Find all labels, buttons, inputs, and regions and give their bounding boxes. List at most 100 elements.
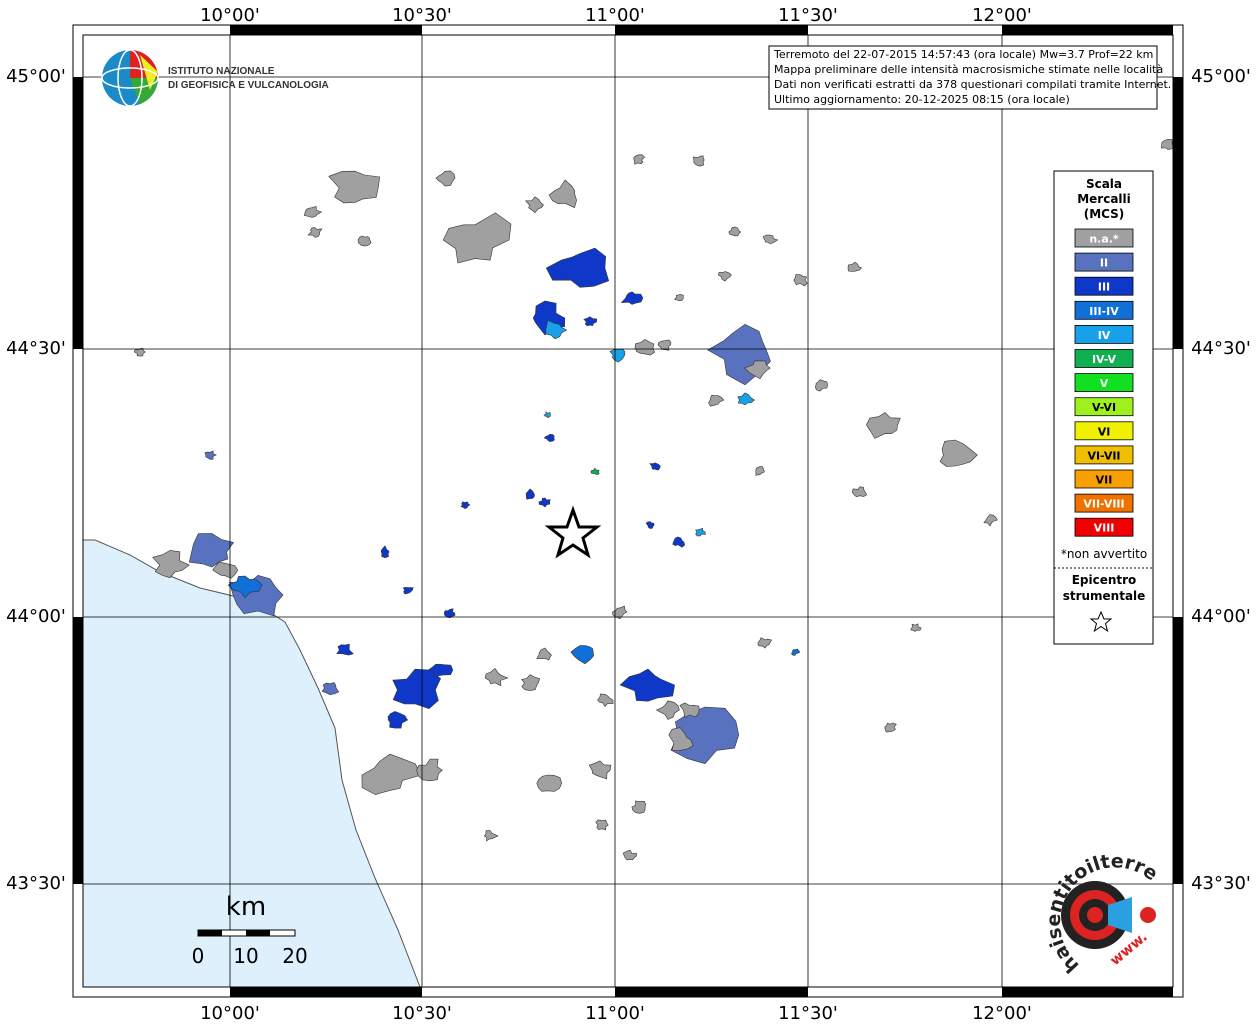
lon-label: 10°00'	[200, 5, 260, 26]
municipality	[1160, 138, 1175, 150]
legend-title: Scala	[1086, 177, 1122, 191]
municipality	[416, 758, 443, 782]
municipality	[442, 212, 512, 264]
lon-label: 10°30'	[392, 5, 452, 26]
municipality	[939, 439, 978, 467]
municipality	[717, 271, 732, 282]
logo-text: ISTITUTO NAZIONALE	[168, 66, 275, 77]
scale-bar: km 0 10 20	[192, 892, 308, 968]
legend-label: VIII	[1094, 522, 1115, 535]
frame-band	[1002, 25, 1173, 35]
municipality	[402, 586, 414, 595]
legend-label: V-VI	[1092, 401, 1116, 414]
municipality	[814, 379, 828, 392]
municipality	[521, 674, 541, 691]
municipality	[597, 693, 614, 708]
lat-label: 43°30'	[1191, 873, 1251, 894]
municipality	[204, 450, 217, 460]
municipality	[357, 235, 372, 247]
logo-text: DI GEOFISICA E VULCANOLOGIA	[168, 80, 329, 91]
lon-label: 11°00'	[585, 5, 645, 26]
municipality	[866, 412, 901, 439]
lat-label: 44°30'	[1191, 338, 1251, 359]
municipality	[321, 682, 340, 696]
axis-labels: 10°00' 10°00' 10°30' 10°30' 11°00' 11°00' 11°3…	[6, 5, 1251, 1024]
municipality	[645, 521, 655, 529]
municipality	[793, 274, 808, 287]
info-line: Terremoto del 22-07-2015 14:57:43 (ora l…	[773, 48, 1153, 61]
frame-band	[73, 77, 83, 349]
legend-label: VII-VIII	[1083, 498, 1124, 511]
frame	[72, 24, 1184, 998]
legend-swatch	[1074, 276, 1134, 296]
municipality	[649, 462, 661, 471]
municipality	[708, 395, 725, 407]
municipality	[744, 360, 771, 380]
lon-label: 10°30'	[392, 1003, 452, 1024]
municipality	[620, 291, 644, 305]
scale-unit: km	[226, 892, 266, 922]
legend-swatch	[1074, 517, 1134, 537]
municipality	[595, 819, 609, 831]
municipality	[634, 338, 656, 356]
lon-label: 11°30'	[778, 1003, 838, 1024]
municipality	[692, 155, 705, 167]
municipality	[536, 774, 563, 792]
municipality	[427, 663, 454, 678]
municipality	[679, 702, 700, 718]
municipality	[622, 849, 637, 861]
lat-label: 44°00'	[6, 606, 66, 627]
legend-label: III	[1098, 281, 1110, 294]
municipality	[524, 196, 544, 214]
municipality	[570, 645, 594, 665]
legend-label: VII	[1096, 474, 1113, 487]
legend-swatch	[1074, 493, 1134, 513]
municipality	[619, 668, 675, 702]
municipality	[443, 608, 456, 619]
frame-band	[1173, 617, 1183, 884]
legend: Scala Mercalli (MCS) *non avvertito Epic…	[1053, 170, 1154, 645]
municipality	[543, 411, 551, 419]
municipality	[728, 226, 742, 237]
legend-swatch	[1074, 469, 1134, 489]
municipality	[695, 528, 706, 537]
scale-label: 0	[192, 944, 205, 968]
ingv-logo: ISTITUTO NAZIONALE DI GEOFISICA E VULCAN…	[101, 49, 329, 107]
municipality	[227, 575, 263, 599]
municipality	[847, 261, 862, 272]
frame-band	[615, 25, 808, 35]
legend-label: II	[1100, 257, 1108, 270]
sea	[82, 539, 421, 988]
municipality	[588, 760, 612, 780]
frame-band	[73, 617, 83, 884]
municipality	[538, 497, 551, 508]
municipality	[387, 711, 409, 729]
municipalities	[133, 138, 1175, 861]
legend-swatch	[1074, 349, 1134, 368]
legend-swatch	[1074, 300, 1134, 320]
municipality	[545, 319, 568, 340]
legend-label: n.a.*	[1089, 233, 1119, 246]
info-line: Mappa preliminare delle intensità macros…	[774, 63, 1163, 76]
municipality	[672, 536, 686, 548]
frame-band	[615, 987, 808, 997]
graticule	[83, 35, 1173, 987]
municipality	[910, 623, 922, 632]
legend-label: VI-VII	[1087, 449, 1120, 462]
municipality	[380, 545, 390, 559]
municipality	[336, 643, 354, 656]
municipality	[583, 316, 598, 327]
lat-label: 43°30'	[6, 873, 66, 894]
legend-swatch	[1074, 397, 1134, 417]
lat-label: 45°00'	[6, 66, 66, 87]
legend-title: (MCS)	[1084, 207, 1125, 221]
municipality	[633, 154, 645, 165]
municipality	[851, 486, 867, 498]
municipality	[133, 347, 146, 357]
municipality	[657, 339, 672, 351]
legend-label: III-IV	[1089, 305, 1119, 318]
lat-label: 45°00'	[1191, 66, 1251, 87]
lat-label: 44°00'	[1191, 606, 1251, 627]
legend-swatch	[1074, 252, 1134, 272]
